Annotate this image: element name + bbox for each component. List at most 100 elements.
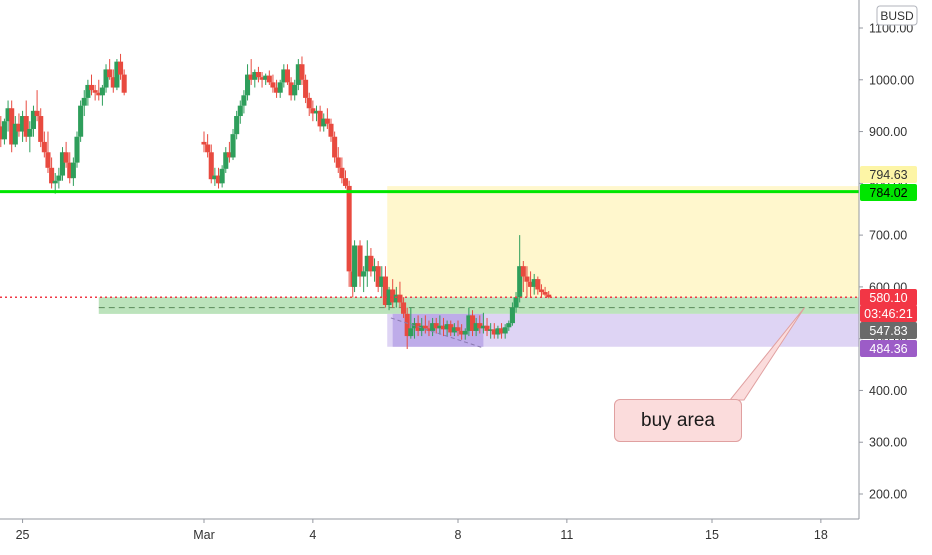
- candle-body: [266, 75, 272, 83]
- candle-body: [118, 61, 124, 75]
- candle-body: [299, 64, 305, 80]
- candle-body: [535, 279, 541, 290]
- candle-body: [12, 123, 18, 145]
- candle-body: [502, 327, 508, 334]
- candle-body: [324, 118, 330, 124]
- price-tag-label: 580.10: [869, 291, 907, 305]
- candle-body: [56, 175, 62, 181]
- candle-body: [303, 79, 309, 98]
- candle-body: [245, 74, 251, 96]
- candle-body: [509, 307, 515, 324]
- candle-body: [473, 323, 479, 331]
- candle-body: [393, 294, 399, 303]
- candle-body: [234, 116, 240, 135]
- candle-body: [401, 302, 407, 314]
- candle-body: [328, 123, 334, 137]
- candle-body: [528, 281, 534, 287]
- y-tick-label: 700.00: [869, 229, 907, 243]
- candle-body: [477, 323, 483, 329]
- candle-body: [313, 110, 320, 114]
- price-tag: [860, 289, 917, 306]
- price-tag: [860, 166, 917, 183]
- candle-body: [538, 289, 544, 293]
- candle-body: [488, 329, 494, 331]
- candle-body: [426, 328, 432, 331]
- candle-body: [270, 82, 276, 88]
- candle-body: [252, 72, 258, 80]
- y-tick-label: 300.00: [869, 436, 907, 450]
- x-tick-label: Mar: [193, 528, 215, 542]
- candle-body: [448, 324, 454, 333]
- candle-body: [513, 297, 519, 308]
- currency-badge: [876, 5, 918, 26]
- candle-body: [375, 266, 381, 287]
- candle-body: [357, 245, 363, 277]
- candle-body: [45, 152, 51, 168]
- candle-body: [332, 136, 338, 158]
- y-tick-label: 200.00: [869, 488, 907, 502]
- candle-body: [103, 69, 109, 88]
- candle-body: [226, 152, 232, 158]
- y-tick-label: 400.00: [869, 384, 907, 398]
- price-tag-label: 784.02: [869, 186, 907, 200]
- candle-body: [364, 255, 370, 272]
- candle-body: [201, 141, 207, 145]
- candle-body: [277, 82, 283, 93]
- candle-body: [59, 152, 66, 176]
- candle-body: [205, 144, 211, 153]
- projection-arrow: [390, 317, 484, 349]
- candle-body: [230, 134, 236, 158]
- candle-body: [499, 328, 505, 334]
- price-tag: [860, 305, 917, 322]
- candle-body: [20, 116, 26, 132]
- x-tick-label: 25: [16, 528, 30, 542]
- candle-body: [27, 128, 33, 137]
- candle-body: [284, 69, 290, 83]
- candle-body: [382, 276, 388, 306]
- candle-body: [288, 82, 294, 96]
- candle-body: [379, 276, 385, 287]
- yellow-zone: [387, 186, 859, 298]
- candle-body: [397, 294, 403, 303]
- price-tag-label: 547.83: [869, 324, 907, 338]
- price-axis-bg: [859, 0, 932, 550]
- candle-body: [9, 108, 15, 145]
- candle-body: [241, 95, 247, 106]
- price-tag-label: 794.63: [869, 168, 907, 182]
- x-tick-label: 11: [560, 528, 573, 542]
- candle-body: [52, 180, 58, 184]
- zone-layer: [98, 186, 860, 347]
- price-tag: [860, 340, 917, 357]
- price-tag-label: 03:46:21: [864, 307, 913, 321]
- candle-body: [386, 289, 392, 306]
- candle-body: [404, 313, 410, 337]
- candle-body: [81, 97, 87, 106]
- candle-body: [38, 116, 44, 142]
- candle-body: [63, 152, 69, 163]
- candle-body: [70, 162, 76, 179]
- candle-body: [310, 108, 316, 114]
- candle-body: [317, 110, 323, 127]
- candle-body: [78, 105, 84, 137]
- time-axis-bg: [0, 519, 932, 550]
- candle-body: [469, 315, 476, 331]
- candle-body: [335, 157, 341, 168]
- y-tick-label: 900.00: [869, 125, 907, 139]
- candle-body: [451, 327, 457, 333]
- candle-body: [422, 325, 428, 329]
- candle-body: [110, 77, 116, 88]
- candle-body: [542, 292, 548, 295]
- candle-body: [0, 126, 4, 140]
- candle-body: [292, 84, 298, 96]
- candle-body: [306, 97, 312, 109]
- green-zone: [98, 297, 860, 314]
- candle-body: [372, 266, 378, 272]
- x-tick-label: 8: [455, 528, 462, 542]
- candle-body: [437, 325, 443, 329]
- candle-body: [352, 245, 358, 287]
- price-tag: [860, 184, 917, 201]
- candle-body: [459, 330, 465, 335]
